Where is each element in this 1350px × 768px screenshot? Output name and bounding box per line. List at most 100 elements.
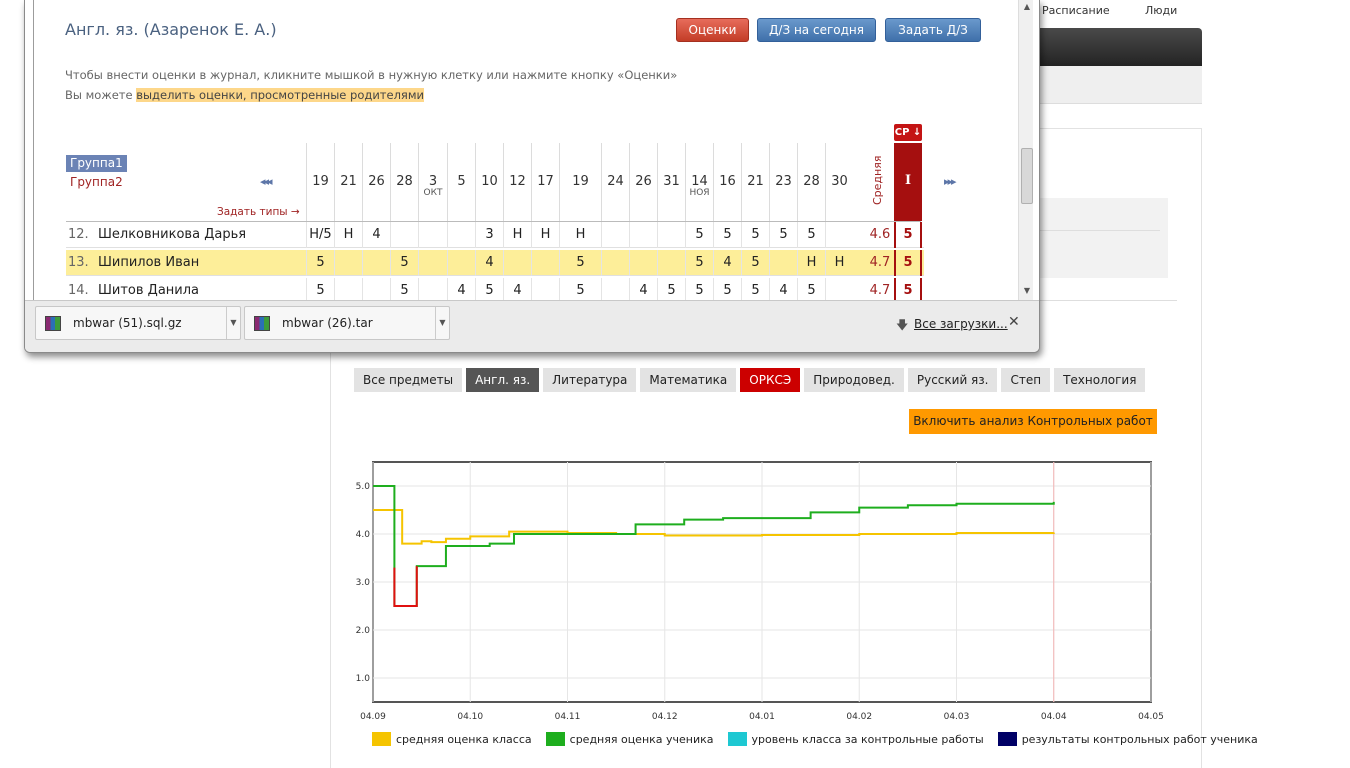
enable-tests-analysis-button[interactable]: Включить анализ Контрольных работ [909,409,1157,434]
scroll-down-icon[interactable]: ▼ [1023,286,1031,295]
date-column-header[interactable]: 10 [475,143,503,221]
grade-cell[interactable]: 5 [741,250,769,276]
date-column-header[interactable]: 19 [559,143,601,221]
close-icon[interactable]: ✕ [1008,314,1020,330]
grade-cell[interactable] [390,222,418,248]
set-types-link[interactable]: Задать типы → [217,206,300,218]
group1-selector[interactable]: Группа1 [66,155,127,172]
grade-cell[interactable] [447,222,475,248]
grade-cell[interactable]: 5 [685,278,713,300]
grade-cell[interactable] [629,250,657,276]
set-homework-button[interactable]: Задать Д/З [885,18,981,42]
grade-cell[interactable]: 5 [685,250,713,276]
grade-cell[interactable]: 5 [769,222,797,248]
grade-cell[interactable] [362,250,390,276]
grade-cell[interactable]: 4 [503,278,531,300]
grades-button[interactable]: Оценки [676,18,749,42]
date-column-header[interactable]: 3 ОКТ [418,143,447,221]
date-column-header[interactable]: 21 [334,143,362,221]
grade-cell[interactable]: 5 [475,278,503,300]
student-name[interactable]: Шелковникова Дарья [98,227,247,242]
group2-selector[interactable]: Группа2 [70,175,123,189]
grade-cell[interactable]: 5 [390,278,418,300]
subject-tab[interactable]: Степ [1001,368,1051,392]
term-grade[interactable]: 5 [894,250,922,276]
subject-tab[interactable]: Все предметы [354,368,463,392]
grade-cell[interactable] [601,250,629,276]
grade-cell[interactable] [334,250,362,276]
grade-cell[interactable]: Н [334,222,362,248]
grade-cell[interactable]: Н/5 [306,222,334,248]
date-column-header[interactable]: 17 [531,143,559,221]
grade-cell[interactable] [418,250,447,276]
grade-cell[interactable]: 4 [713,250,741,276]
grade-cell[interactable]: Н [559,222,601,248]
grade-cell[interactable] [601,222,629,248]
grade-cell[interactable]: Н [797,250,825,276]
prev-dates-arrow-icon[interactable]: ◂◂◂ [260,175,273,188]
grade-cell[interactable]: 5 [741,222,769,248]
scroll-thumb[interactable] [1021,148,1033,204]
grade-cell[interactable]: 5 [657,278,685,300]
subject-tab[interactable]: Литература [543,368,637,392]
grade-cell[interactable]: 5 [390,250,418,276]
grade-cell[interactable]: 3 [475,222,503,248]
grade-cell[interactable]: 4 [769,278,797,300]
date-column-header[interactable]: 19 [306,143,334,221]
grade-cell[interactable]: 5 [685,222,713,248]
date-column-header[interactable]: 30 [825,143,853,221]
date-column-header[interactable]: 28 [797,143,825,221]
subject-tab[interactable]: Технология [1054,368,1146,392]
grade-cell[interactable]: 5 [797,278,825,300]
grade-cell[interactable] [657,222,685,248]
date-column-header[interactable]: 31 [657,143,685,221]
date-column-header[interactable]: 26 [629,143,657,221]
subject-tab[interactable]: Природовед. [804,368,904,392]
date-column-header[interactable]: 26 [362,143,390,221]
date-column-header[interactable]: 28 [390,143,418,221]
date-column-header[interactable]: 24 [601,143,629,221]
grade-cell[interactable]: Н [825,250,853,276]
date-column-header[interactable]: 12 [503,143,531,221]
grade-cell[interactable]: 5 [713,278,741,300]
grade-cell[interactable] [531,250,559,276]
next-dates-arrow-icon[interactable]: ▸▸▸ [944,175,957,188]
grade-cell[interactable]: 4 [362,222,390,248]
term-grade[interactable]: 5 [894,222,922,248]
grade-cell[interactable]: 5 [713,222,741,248]
download-item[interactable]: mbwar (26).tar ▼ [244,306,450,340]
grade-cell[interactable] [418,222,447,248]
subject-tab[interactable]: Русский яз. [907,368,998,392]
grade-cell[interactable] [418,278,447,300]
grade-cell[interactable]: 5 [797,222,825,248]
grade-cell[interactable] [531,278,559,300]
grade-cell[interactable]: 4 [447,278,475,300]
download-item[interactable]: mbwar (51).sql.gz ▼ [35,306,241,340]
grade-cell[interactable] [503,250,531,276]
vertical-scrollbar[interactable]: ▲ ▼ [1018,0,1033,300]
student-name[interactable]: Шипилов Иван [98,255,200,270]
nav-schedule-link[interactable]: Расписание [1042,4,1110,17]
grade-cell[interactable] [769,250,797,276]
date-column-header[interactable]: 5 [447,143,475,221]
term-grade[interactable]: 5 [894,278,922,300]
grade-cell[interactable] [825,222,853,248]
grade-cell[interactable]: 5 [559,250,601,276]
date-column-header[interactable]: 16 [713,143,741,221]
grade-cell[interactable]: 5 [559,278,601,300]
grade-cell[interactable]: 4 [629,278,657,300]
grade-cell[interactable]: Н [531,222,559,248]
grade-cell[interactable] [334,278,362,300]
grade-cell[interactable]: 5 [306,250,334,276]
grade-cell[interactable] [447,250,475,276]
subject-tab[interactable]: Математика [640,368,737,392]
date-column-header[interactable]: 21 [741,143,769,221]
subject-tab[interactable]: Англ. яз. [466,368,540,392]
grade-cell[interactable] [825,278,853,300]
grade-cell[interactable]: Н [503,222,531,248]
homework-today-button[interactable]: Д/З на сегодня [757,18,876,42]
student-name[interactable]: Шитов Данила [98,283,200,298]
grade-cell[interactable] [362,278,390,300]
grade-cell[interactable]: 4 [475,250,503,276]
grade-cell[interactable]: 5 [306,278,334,300]
